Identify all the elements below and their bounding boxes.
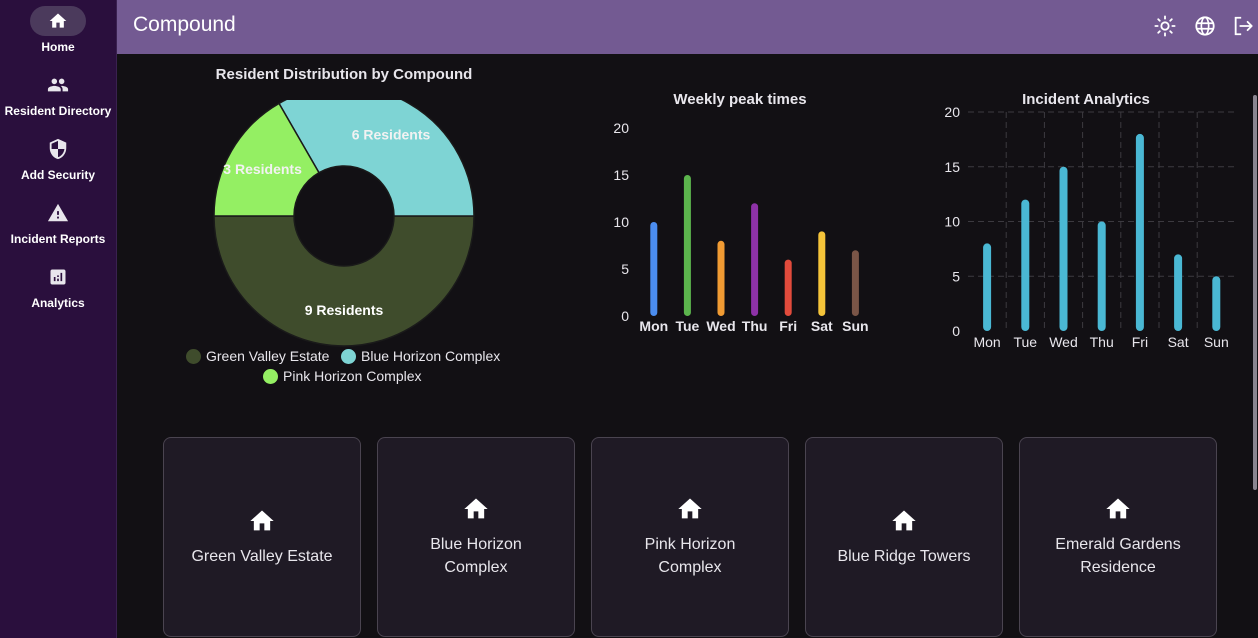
x-tick-label: Sun <box>1204 334 1229 350</box>
sun-icon[interactable] <box>1153 14 1177 38</box>
page-title: Compound <box>133 13 236 36</box>
sidebar-item-incident-reports[interactable]: Incident Reports <box>0 198 116 246</box>
compound-name: Blue Horizon Complex <box>430 536 522 576</box>
compound-card-blue-horizon[interactable]: Blue Horizon Complex <box>377 437 575 637</box>
compound-card-green-valley[interactable]: Green Valley Estate <box>163 437 361 637</box>
pie-slice-label: 9 Residents <box>305 302 384 318</box>
sidebar-item-analytics[interactable]: Analytics <box>0 262 116 310</box>
y-tick-label: 15 <box>613 167 629 183</box>
compound-name: Pink Horizon Complex <box>644 536 736 576</box>
x-tick-label: Thu <box>1090 334 1114 350</box>
x-tick-label: Tue <box>675 318 699 334</box>
y-tick-label: 0 <box>621 308 629 324</box>
sidebar-item-label: Analytics <box>31 296 85 310</box>
home-icon <box>892 510 916 530</box>
x-tick-label: Mon <box>639 318 668 334</box>
x-tick-label: Sat <box>811 318 833 334</box>
pie-slice-blue-horizon-complex[interactable] <box>277 100 475 217</box>
legend-label: Green Valley Estate <box>206 348 330 364</box>
home-icon <box>250 510 274 530</box>
compound-name: Blue Ridge Towers <box>837 547 971 565</box>
sidebar-item-label: Add Security <box>20 168 95 182</box>
y-tick-label: 5 <box>621 261 629 277</box>
pie-slice-label: 3 Residents <box>223 161 302 177</box>
x-tick-label: Wed <box>1049 334 1078 350</box>
x-tick-label: Mon <box>973 334 1000 350</box>
y-tick-label: 10 <box>944 214 960 230</box>
y-tick-label: 20 <box>944 104 960 120</box>
sidebar-item-add-security[interactable]: Add Security <box>0 134 116 182</box>
incident-analytics-chart: 0 5 10 15 20 Mon Tue Wed Thu Fri Sat Sun <box>944 104 1236 350</box>
compound-card-pink-horizon[interactable]: Pink Horizon Complex <box>591 437 789 637</box>
x-tick-label: Sun <box>842 318 868 334</box>
home-icon <box>464 498 488 519</box>
x-tick-label: Fri <box>779 318 797 334</box>
legend-swatch <box>186 348 201 364</box>
compound-name: Emerald Gardens Residence <box>1055 536 1181 576</box>
legend-label: Blue Horizon Complex <box>361 348 501 364</box>
x-tick-label: Fri <box>1132 334 1148 350</box>
weekly-peak-times-chart: 0 5 10 15 20 Mon Tue Wed Thu Fri Sat Sun <box>613 120 868 334</box>
sidebar-item-label: Incident Reports <box>10 232 106 246</box>
resident-distribution-chart: 9 Residents 6 Residents 3 Residents <box>213 100 475 347</box>
sidebar: Home Resident Directory Add Security Inc… <box>0 0 117 638</box>
sidebar-item-resident-directory[interactable]: Resident Directory <box>0 70 116 118</box>
logout-icon[interactable] <box>1231 14 1255 38</box>
home-icon <box>1106 498 1130 519</box>
sidebar-item-home[interactable]: Home <box>0 6 116 54</box>
home-icon <box>30 6 86 36</box>
y-tick-label: 0 <box>952 323 960 339</box>
home-icon <box>678 498 702 519</box>
y-tick-label: 10 <box>613 214 629 230</box>
pie-chart-title: Resident Distribution by Compound <box>215 66 473 83</box>
shield-icon <box>30 134 86 164</box>
x-tick-label: Tue <box>1013 334 1037 350</box>
y-tick-label: 5 <box>952 268 960 284</box>
scrollbar[interactable] <box>1253 95 1257 490</box>
x-tick-label: Wed <box>706 318 735 334</box>
y-tick-label: 15 <box>944 159 960 175</box>
legend-swatch <box>341 348 356 364</box>
sidebar-item-label: Home <box>41 40 75 54</box>
pie-slice-green-valley-estate[interactable] <box>213 215 475 347</box>
y-tick-label: 20 <box>613 120 629 136</box>
pie-slice-pink-horizon-complex[interactable] <box>213 102 321 217</box>
weekly-chart-title: Weekly peak times <box>673 91 807 108</box>
x-tick-label: Sat <box>1168 334 1189 350</box>
sidebar-item-label: Resident Directory <box>4 104 112 118</box>
compound-card-emerald-gardens[interactable]: Emerald Gardens Residence <box>1019 437 1217 637</box>
app-header: Compound <box>117 0 1258 54</box>
analytics-icon <box>30 262 86 292</box>
compound-name: Green Valley Estate <box>191 547 333 565</box>
legend-label: Pink Horizon Complex <box>283 368 422 384</box>
legend-swatch <box>263 368 278 384</box>
warning-icon <box>30 198 86 228</box>
incident-chart-title: Incident Analytics <box>1022 91 1150 108</box>
pie-slice-label: 6 Residents <box>352 127 431 143</box>
legend-item-pink-horizon: Pink Horizon Complex <box>263 368 422 384</box>
compound-card-blue-ridge[interactable]: Blue Ridge Towers <box>805 437 1003 637</box>
x-tick-label: Thu <box>742 318 768 334</box>
people-icon <box>30 70 86 100</box>
globe-icon[interactable] <box>1193 14 1217 38</box>
legend-item-blue-horizon: Blue Horizon Complex <box>341 348 500 364</box>
legend-item-green-valley: Green Valley Estate <box>186 348 329 364</box>
